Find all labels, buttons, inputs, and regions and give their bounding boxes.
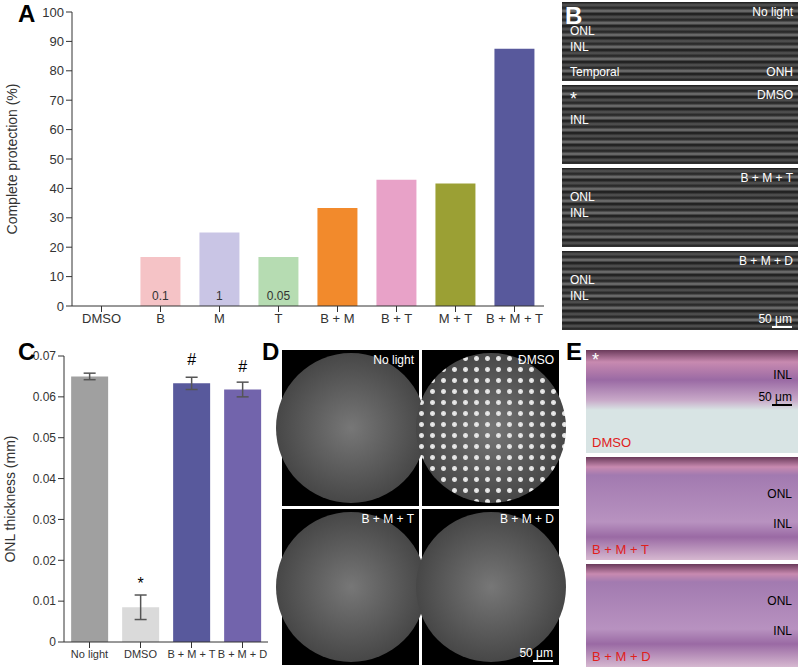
svg-text:80: 80	[50, 63, 64, 78]
html-text:INL: INL	[773, 517, 792, 531]
html-text:INL: INL	[570, 206, 589, 220]
html-text:E: E	[566, 338, 582, 365]
html-text:A: A	[18, 0, 36, 27]
html-text:Temporal: Temporal	[570, 65, 620, 79]
html-text:C: C	[18, 338, 36, 365]
svg-text:B + T: B + T	[381, 311, 412, 326]
html-text:INL: INL	[570, 40, 589, 54]
svg-text:Complete protection (%): Complete protection (%)	[4, 84, 20, 235]
html-text:50 μm: 50 μm	[758, 312, 792, 326]
svg-text:0.05: 0.05	[267, 289, 291, 303]
svg-text:40: 40	[50, 181, 64, 196]
html-text:B + M + D: B + M + D	[592, 649, 651, 664]
html-text:B + M + D: B + M + D	[739, 254, 793, 268]
svg-text:20: 20	[50, 240, 64, 255]
html-text:DMSO: DMSO	[757, 88, 793, 102]
svg-text:B: B	[156, 311, 165, 326]
svg-text:0.03: 0.03	[33, 513, 57, 527]
html-text:INL: INL	[773, 624, 792, 638]
html-text:INL: INL	[570, 289, 589, 303]
svg-text:#: #	[187, 351, 196, 368]
svg-text:*: *	[138, 575, 144, 592]
html-text:ONL: ONL	[570, 273, 595, 287]
svg-text:50: 50	[50, 152, 64, 167]
svg-text:ONL thickness (mm): ONL thickness (mm)	[2, 435, 18, 562]
html-text:INL: INL	[570, 113, 589, 127]
html-text:INL: INL	[773, 368, 792, 382]
svg-text:0.01: 0.01	[33, 594, 57, 608]
html-text:B + M + T: B + M + T	[740, 171, 793, 185]
svg-text:DMSO: DMSO	[82, 311, 121, 326]
svg-text:B + M + D: B + M + D	[218, 648, 268, 660]
html-text:DMSO: DMSO	[518, 353, 554, 367]
html-text:ONL: ONL	[767, 594, 792, 608]
svg-text:60: 60	[50, 122, 64, 137]
svg-text:100: 100	[42, 5, 64, 20]
html-text:B + M + D: B + M + D	[500, 512, 554, 526]
svg-text:1: 1	[216, 289, 223, 303]
html-text:No light: No light	[752, 5, 793, 19]
html-text:ONL: ONL	[767, 487, 792, 501]
svg-text:B + M + T: B + M + T	[167, 648, 215, 660]
svg-text:0.07: 0.07	[33, 349, 57, 363]
svg-text:B + M: B + M	[320, 311, 354, 326]
svg-text:0.04: 0.04	[33, 472, 57, 486]
svg-text:B + M + T: B + M + T	[486, 311, 543, 326]
html-text:D: D	[262, 338, 280, 365]
svg-text:0: 0	[49, 635, 56, 649]
svg-text:0.02: 0.02	[33, 554, 57, 568]
html-text:B: B	[565, 2, 583, 29]
html-text:ONH: ONH	[766, 65, 793, 79]
svg-text:0.05: 0.05	[33, 431, 57, 445]
html-text:50 μm: 50 μm	[758, 390, 792, 404]
html-text:B + M + T: B + M + T	[361, 512, 414, 526]
svg-text:M + T: M + T	[439, 311, 472, 326]
svg-text:DMSO: DMSO	[124, 648, 157, 660]
svg-text:30: 30	[50, 210, 64, 225]
html-text:ONL: ONL	[570, 24, 595, 38]
html-text:50 μm: 50 μm	[519, 646, 553, 660]
svg-text:0.1: 0.1	[152, 289, 169, 303]
svg-text:0: 0	[57, 299, 64, 314]
svg-text:M: M	[214, 311, 225, 326]
svg-text:#: #	[238, 358, 247, 375]
svg-text:T: T	[275, 311, 283, 326]
svg-text:10: 10	[50, 269, 64, 284]
svg-text:70: 70	[50, 93, 64, 108]
svg-text:No light: No light	[71, 648, 108, 660]
svg-text:0.06: 0.06	[33, 390, 57, 404]
html-text:No light: No light	[373, 353, 414, 367]
svg-text:90: 90	[50, 34, 64, 49]
html-text:DMSO: DMSO	[592, 435, 631, 450]
html-text:ONL: ONL	[570, 190, 595, 204]
html-text:B + M + T: B + M + T	[592, 542, 649, 557]
